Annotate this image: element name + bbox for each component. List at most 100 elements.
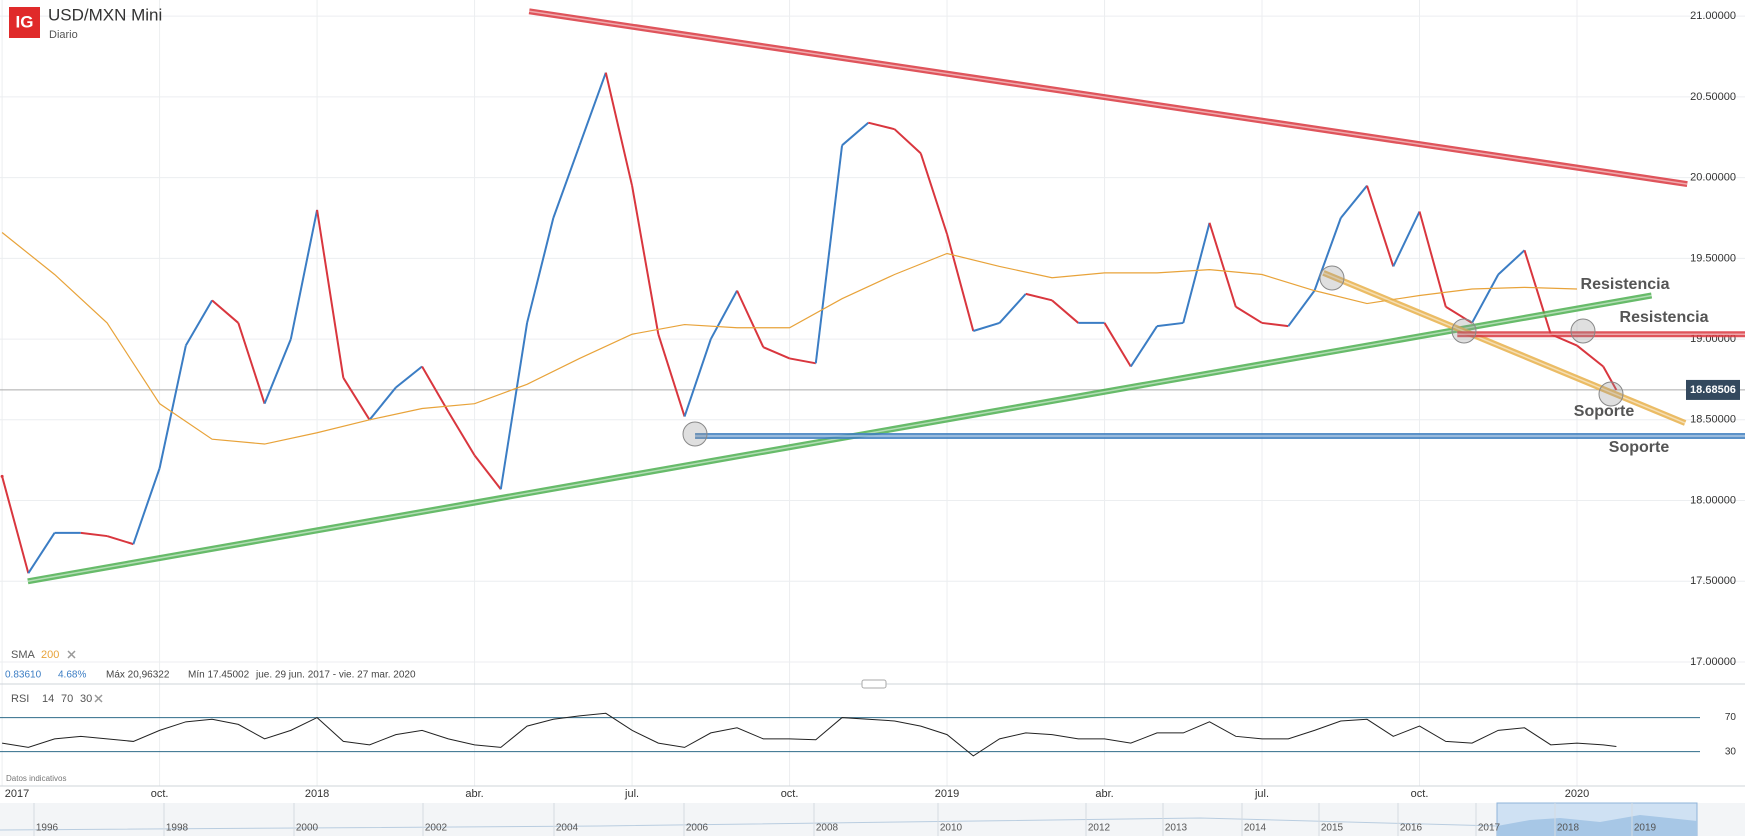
y-tick-label: 21.00000 <box>1690 10 1736 22</box>
price-segment <box>998 293 1027 324</box>
stat-change-pct: 4.68% <box>58 670 86 681</box>
price-segment <box>1129 325 1158 368</box>
x-tick-label: 2020 <box>1565 788 1589 800</box>
navigator-year: 1996 <box>36 823 59 834</box>
price-segment <box>578 72 607 146</box>
last-price-label: 18.68506 <box>1690 384 1736 396</box>
price-segment <box>237 322 266 404</box>
navigator-year: 2008 <box>816 823 839 834</box>
annotation: Soporte <box>1609 439 1670 456</box>
legend-sma[interactable]: SMA <box>11 649 36 661</box>
price-segment <box>973 321 1000 332</box>
navigator-year: 2014 <box>1244 823 1267 834</box>
close-icon[interactable] <box>94 694 103 703</box>
rsi-tick-label: 70 <box>1725 712 1737 723</box>
annotation: Resistencia <box>1581 276 1670 293</box>
trendline-inner <box>1323 272 1686 424</box>
price-segment <box>1103 322 1132 368</box>
price-segment <box>421 366 450 413</box>
price-segment <box>342 377 371 421</box>
price-segment <box>27 532 56 574</box>
navigator-year: 2002 <box>425 823 448 834</box>
navigator-bg <box>0 803 1745 836</box>
legend-rsi[interactable]: RSI <box>11 693 29 705</box>
stat-range: jue. 29 jun. 2017 - vie. 27 mar. 2020 <box>255 670 416 681</box>
price-segment <box>814 145 844 364</box>
price-segment <box>368 386 397 421</box>
navigator-year: 2006 <box>686 823 709 834</box>
rsi-tick-label: 30 <box>1725 746 1737 757</box>
x-tick-label: oct. <box>1411 788 1429 800</box>
legend-rsi-upper: 70 <box>61 693 73 705</box>
y-tick-label: 19.50000 <box>1690 252 1736 264</box>
x-tick-label: abr. <box>1095 788 1113 800</box>
navigator-year: 2018 <box>1557 823 1580 834</box>
legend-sma-period[interactable]: 200 <box>41 649 59 661</box>
navigator-year: 2019 <box>1634 823 1657 834</box>
price-segment <box>762 346 790 360</box>
navigator-year: 1998 <box>166 823 189 834</box>
price-segment <box>1523 249 1552 335</box>
x-tick-label: 2019 <box>935 788 959 800</box>
y-tick-label: 18.50000 <box>1690 414 1736 426</box>
stat-max: Máx 20,96322 <box>106 670 170 681</box>
plot: Resistencia Resistencia Soporte Soporte 18.6… <box>0 8 1745 585</box>
navigator-year: 2012 <box>1088 823 1111 834</box>
price-segment <box>683 338 712 417</box>
y-tick-label: 18.00000 <box>1690 494 1736 506</box>
price-segment <box>1235 305 1263 324</box>
price-segment <box>1208 222 1237 308</box>
logo-box[interactable] <box>9 7 40 38</box>
x-tick-label: 2017 <box>5 788 29 800</box>
x-tick-label: 2018 <box>305 788 329 800</box>
price-segment <box>1313 217 1342 291</box>
annotation: Resistencia <box>1620 309 1709 326</box>
annotation: Soporte <box>1574 403 1635 420</box>
navigator[interactable]: 1996 1998 2000 2002 2004 2006 2008 2010 2012 2013… <box>0 802 1745 836</box>
logo[interactable]: IG <box>16 12 34 31</box>
price-segment <box>1261 321 1289 328</box>
price-segment <box>316 209 345 378</box>
price-segment <box>604 72 634 186</box>
navigator-line <box>0 817 1498 831</box>
x-tick-label: oct. <box>151 788 169 800</box>
price-segment <box>526 217 555 324</box>
x-tick-label: jul. <box>1254 788 1269 800</box>
navigator-year: 2017 <box>1478 823 1501 834</box>
price-segment <box>1287 290 1316 327</box>
y-tick-label: 17.00000 <box>1690 656 1736 668</box>
price-segment <box>1418 211 1447 308</box>
rsi-line <box>2 712 1617 757</box>
trendline-inner <box>529 10 1688 185</box>
legend-rsi-period: 14 <box>42 693 54 705</box>
close-icon[interactable] <box>67 650 76 659</box>
price-segment <box>1051 299 1079 324</box>
price-segment <box>184 299 213 347</box>
price-segment <box>80 531 108 538</box>
price-segment <box>868 121 895 131</box>
price-segment <box>1392 211 1421 267</box>
stat-change: 0.83610 <box>5 670 42 681</box>
x-tick-label: oct. <box>781 788 799 800</box>
price-segment <box>919 153 948 235</box>
navigator-year: 2010 <box>940 823 963 834</box>
price-segment <box>1025 292 1053 302</box>
price-segment <box>106 535 134 546</box>
footnote: Datos indicativos <box>6 774 66 783</box>
resize-handle[interactable] <box>861 679 887 689</box>
navigator-year: 2016 <box>1400 823 1423 834</box>
rsi-panel: 30 70 <box>0 712 1736 757</box>
y-tick-label: 17.50000 <box>1690 575 1736 587</box>
navigator-year: 2013 <box>1165 823 1188 834</box>
price-segment <box>499 322 529 490</box>
price-segment <box>1339 185 1368 219</box>
navigator-year: 2004 <box>556 823 579 834</box>
legend-rsi-lower: 30 <box>80 693 92 705</box>
price-segment <box>631 185 660 335</box>
price-segment <box>1497 249 1526 276</box>
price-segment <box>158 345 187 469</box>
price-segment <box>709 290 738 340</box>
last-price-tag <box>1686 379 1740 400</box>
